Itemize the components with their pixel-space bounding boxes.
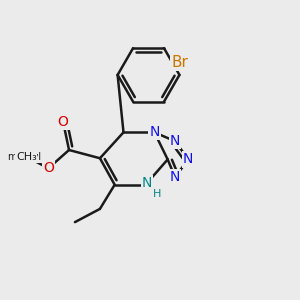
Text: CH₃: CH₃ — [16, 152, 37, 162]
Text: H: H — [153, 189, 161, 199]
Text: N: N — [149, 125, 160, 139]
Text: N: N — [183, 152, 194, 167]
Text: O: O — [58, 115, 69, 129]
Text: Br: Br — [171, 55, 188, 70]
Text: N: N — [170, 170, 180, 184]
Text: O: O — [43, 161, 54, 175]
Text: methyl: methyl — [7, 152, 41, 162]
Text: N: N — [142, 176, 152, 190]
Text: N: N — [170, 134, 180, 148]
